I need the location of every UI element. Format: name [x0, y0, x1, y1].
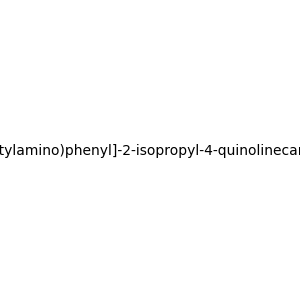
Text: N-[4-(acetylamino)phenyl]-2-isopropyl-4-quinolinecarboxamide: N-[4-(acetylamino)phenyl]-2-isopropyl-4-… [0, 145, 300, 158]
